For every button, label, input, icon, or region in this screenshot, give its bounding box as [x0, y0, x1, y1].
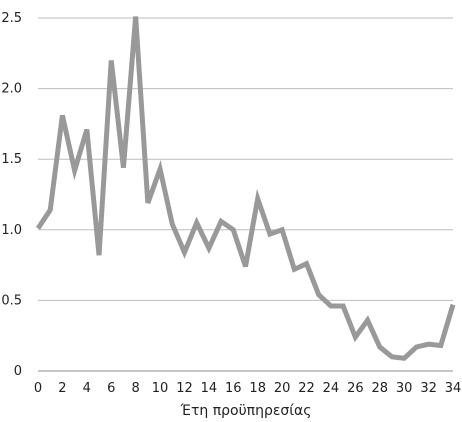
series-line — [35, 16, 456, 361]
x-axis-ticks: 0 2 4 6 8 10 12 14 16 18 20 22 24 26 28 30 32 34 — [34, 381, 461, 396]
x-tick-label: 30 — [396, 381, 413, 396]
series-layer — [35, 16, 456, 361]
y-tick-label: 2.5 — [1, 11, 22, 26]
y-axis-ticks: 0 0.5 1.0 1.5 2.0 2.5 — [1, 11, 22, 379]
x-tick-label: 26 — [347, 381, 364, 396]
x-tick-label: 4 — [83, 381, 91, 396]
x-tick-label: 16 — [225, 381, 242, 396]
x-tick-label: 34 — [445, 381, 462, 396]
x-tick-label: 10 — [152, 381, 169, 396]
x-axis-title: Έτη προϋπηρεσίας — [180, 403, 312, 419]
y-tick-label: 1.5 — [1, 152, 22, 167]
x-tick-label: 24 — [323, 381, 340, 396]
y-tick-label: 0 — [14, 364, 22, 379]
x-tick-label: 32 — [420, 381, 437, 396]
x-tick-label: 2 — [58, 381, 66, 396]
y-tick-label: 0.5 — [1, 293, 22, 308]
gridlines — [38, 17, 453, 372]
x-tick-label: 18 — [249, 381, 266, 396]
x-tick-label: 14 — [201, 381, 218, 396]
y-tick-label: 2.0 — [1, 82, 22, 97]
x-tick-label: 8 — [132, 381, 140, 396]
x-tick-label: 22 — [298, 381, 315, 396]
x-tick-label: 28 — [371, 381, 388, 396]
x-tick-label: 20 — [274, 381, 291, 396]
y-tick-label: 1.0 — [1, 223, 22, 238]
x-tick-label: 0 — [34, 381, 42, 396]
x-tick-label: 6 — [107, 381, 115, 396]
x-tick-label: 12 — [176, 381, 193, 396]
